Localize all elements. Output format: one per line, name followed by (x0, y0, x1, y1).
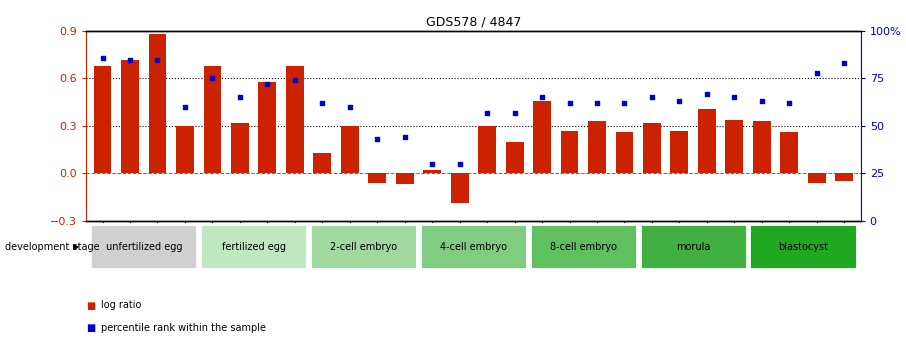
Text: fertilized egg: fertilized egg (222, 242, 285, 252)
Text: unfertilized egg: unfertilized egg (105, 242, 182, 252)
Point (645, 95, 660, 100)
Point (287, 78, 302, 83)
Bar (640, 224, 747, 269)
Point (260, 81, 275, 87)
Bar (341, 126, 359, 173)
Text: ■: ■ (86, 300, 95, 310)
Text: ▶: ▶ (73, 242, 80, 251)
Bar (588, 121, 606, 173)
Point (315, 100, 330, 106)
Bar (670, 131, 689, 173)
Bar (753, 121, 771, 173)
Point (617, 100, 631, 106)
Bar (615, 132, 633, 173)
Text: 2-cell embryo: 2-cell embryo (330, 242, 397, 252)
Bar (286, 66, 304, 173)
Bar (121, 60, 139, 173)
Point (452, 161, 467, 167)
Bar (561, 131, 578, 173)
Point (590, 100, 604, 106)
Point (178, 104, 192, 110)
Bar (835, 173, 853, 181)
Point (672, 99, 687, 104)
Point (425, 161, 439, 167)
Point (123, 57, 138, 62)
Bar (396, 173, 414, 185)
Bar (780, 132, 798, 173)
Text: 8-cell embryo: 8-cell embryo (550, 242, 617, 252)
Point (809, 70, 824, 76)
Bar (313, 153, 332, 173)
Point (95, 55, 110, 60)
Text: ■: ■ (86, 323, 95, 333)
Bar (258, 82, 276, 173)
Bar (149, 34, 167, 173)
Point (563, 100, 577, 106)
Point (507, 110, 522, 115)
Point (398, 135, 412, 140)
Point (342, 104, 357, 110)
Text: log ratio: log ratio (101, 300, 142, 310)
Bar (93, 66, 111, 173)
Point (755, 99, 769, 104)
Point (150, 57, 165, 62)
Bar (643, 123, 660, 173)
Point (370, 136, 384, 142)
Bar (176, 126, 194, 173)
Bar (749, 224, 856, 269)
Bar (419, 224, 527, 269)
Bar (200, 224, 307, 269)
Point (728, 95, 742, 100)
Text: blastocyst: blastocyst (778, 242, 828, 252)
Bar (533, 101, 551, 173)
Bar (808, 173, 825, 183)
Text: development stage: development stage (5, 242, 99, 252)
Point (233, 95, 247, 100)
Bar (91, 224, 198, 269)
Title: GDS578 / 4847: GDS578 / 4847 (426, 16, 521, 29)
Bar (530, 224, 637, 269)
Bar (478, 126, 496, 173)
Bar (310, 224, 417, 269)
Bar (698, 109, 716, 173)
Bar (204, 66, 221, 173)
Text: percentile rank within the sample: percentile rank within the sample (101, 323, 266, 333)
Bar (369, 173, 386, 183)
Bar (726, 120, 743, 173)
Point (837, 61, 852, 66)
Bar (506, 142, 524, 173)
Point (535, 95, 549, 100)
Point (699, 91, 714, 97)
Text: morula: morula (676, 242, 710, 252)
Bar (423, 170, 441, 173)
Point (480, 110, 495, 115)
Point (205, 76, 219, 81)
Bar (231, 123, 249, 173)
Text: 4-cell embryo: 4-cell embryo (440, 242, 506, 252)
Bar (450, 173, 468, 204)
Point (782, 100, 796, 106)
